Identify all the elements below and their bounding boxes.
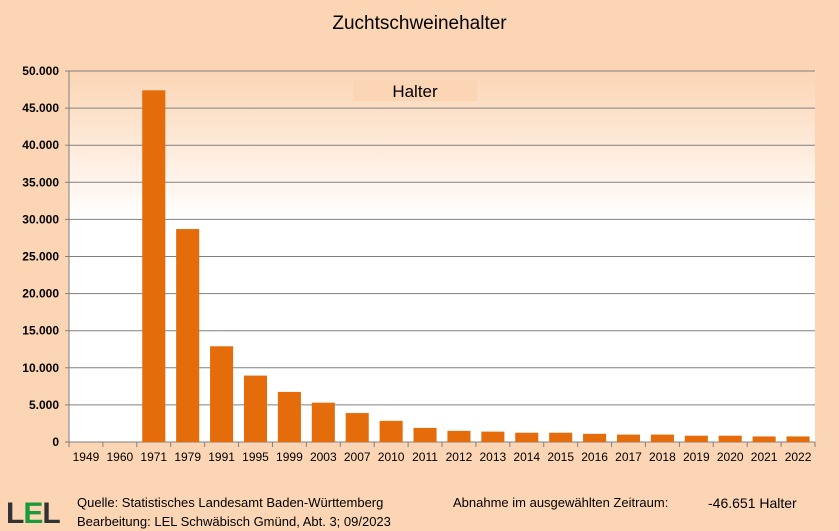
bar-2020 — [718, 435, 742, 442]
bar-2003 — [311, 402, 335, 442]
decrease-label: Abnahme im ausgewählten Zeitraum: — [453, 495, 669, 510]
bar-2019 — [684, 435, 708, 442]
x-tick-label: 2010 — [378, 450, 405, 464]
bar-2007 — [345, 413, 369, 442]
bar-2022 — [786, 436, 810, 442]
legend-label: Halter — [392, 82, 438, 101]
y-tick-label: 40.000 — [22, 138, 59, 152]
y-tick-label: 0 — [52, 435, 59, 449]
y-tick-label: 15.000 — [22, 324, 59, 338]
x-tick-label: 2012 — [446, 450, 473, 464]
x-tick-label: 2013 — [480, 450, 507, 464]
bar-2016 — [583, 433, 607, 442]
editing-text: Bearbeitung: LEL Schwäbisch Gmünd, Abt. … — [77, 514, 391, 529]
bar-2013 — [481, 431, 505, 442]
x-tick-label: 1971 — [140, 450, 167, 464]
decrease-value: -46.651 Halter — [708, 495, 797, 511]
bar-1991 — [210, 346, 234, 442]
y-tick-label: 10.000 — [22, 361, 59, 375]
x-tick-label: 2019 — [683, 450, 710, 464]
y-tick-label: 5.000 — [29, 398, 59, 412]
chart-title: Zuchtschweinehalter — [332, 13, 507, 34]
bar-1979 — [176, 229, 200, 442]
x-tick-label: 2020 — [717, 450, 744, 464]
x-tick-label: 2021 — [751, 450, 778, 464]
bar-2015 — [549, 432, 573, 442]
y-tick-label: 25.000 — [22, 250, 59, 264]
bar-2014 — [515, 432, 539, 442]
x-tick-label: 2003 — [310, 450, 337, 464]
y-tick-label: 45.000 — [22, 101, 59, 115]
bar-1999 — [277, 391, 301, 442]
x-tick-label: 2022 — [785, 450, 812, 464]
source-text: Quelle: Statistisches Landesamt Baden-Wü… — [77, 495, 384, 510]
x-tick-label: 1999 — [276, 450, 303, 464]
bar-2017 — [616, 434, 641, 442]
x-tick-label: 2016 — [581, 450, 608, 464]
x-tick-label: 2014 — [513, 450, 540, 464]
bar-1995 — [243, 375, 268, 442]
x-tick-label: 1960 — [107, 450, 134, 464]
x-tick-label: 2017 — [615, 450, 642, 464]
x-tick-label: 1991 — [208, 450, 235, 464]
x-tick-label: 1949 — [73, 450, 100, 464]
y-tick-label: 20.000 — [22, 287, 59, 301]
y-tick-label: 35.000 — [22, 175, 59, 189]
bar-2011 — [413, 427, 437, 442]
bar-1971 — [142, 90, 166, 443]
x-tick-label: 2015 — [547, 450, 574, 464]
bar-2021 — [752, 436, 776, 442]
x-tick-label: 1979 — [174, 450, 201, 464]
bar-2010 — [379, 420, 403, 442]
bar-2018 — [650, 434, 674, 442]
y-tick-label: 50.000 — [22, 64, 59, 78]
x-tick-label: 1995 — [242, 450, 269, 464]
legend-box — [353, 80, 477, 101]
x-tick-label: 2007 — [344, 450, 371, 464]
y-tick-label: 30.000 — [22, 212, 59, 226]
x-tick-label: 2011 — [412, 450, 438, 464]
x-tick-label: 2018 — [649, 450, 676, 464]
bar-2012 — [447, 430, 471, 442]
lel-logo: LEL — [6, 497, 61, 530]
